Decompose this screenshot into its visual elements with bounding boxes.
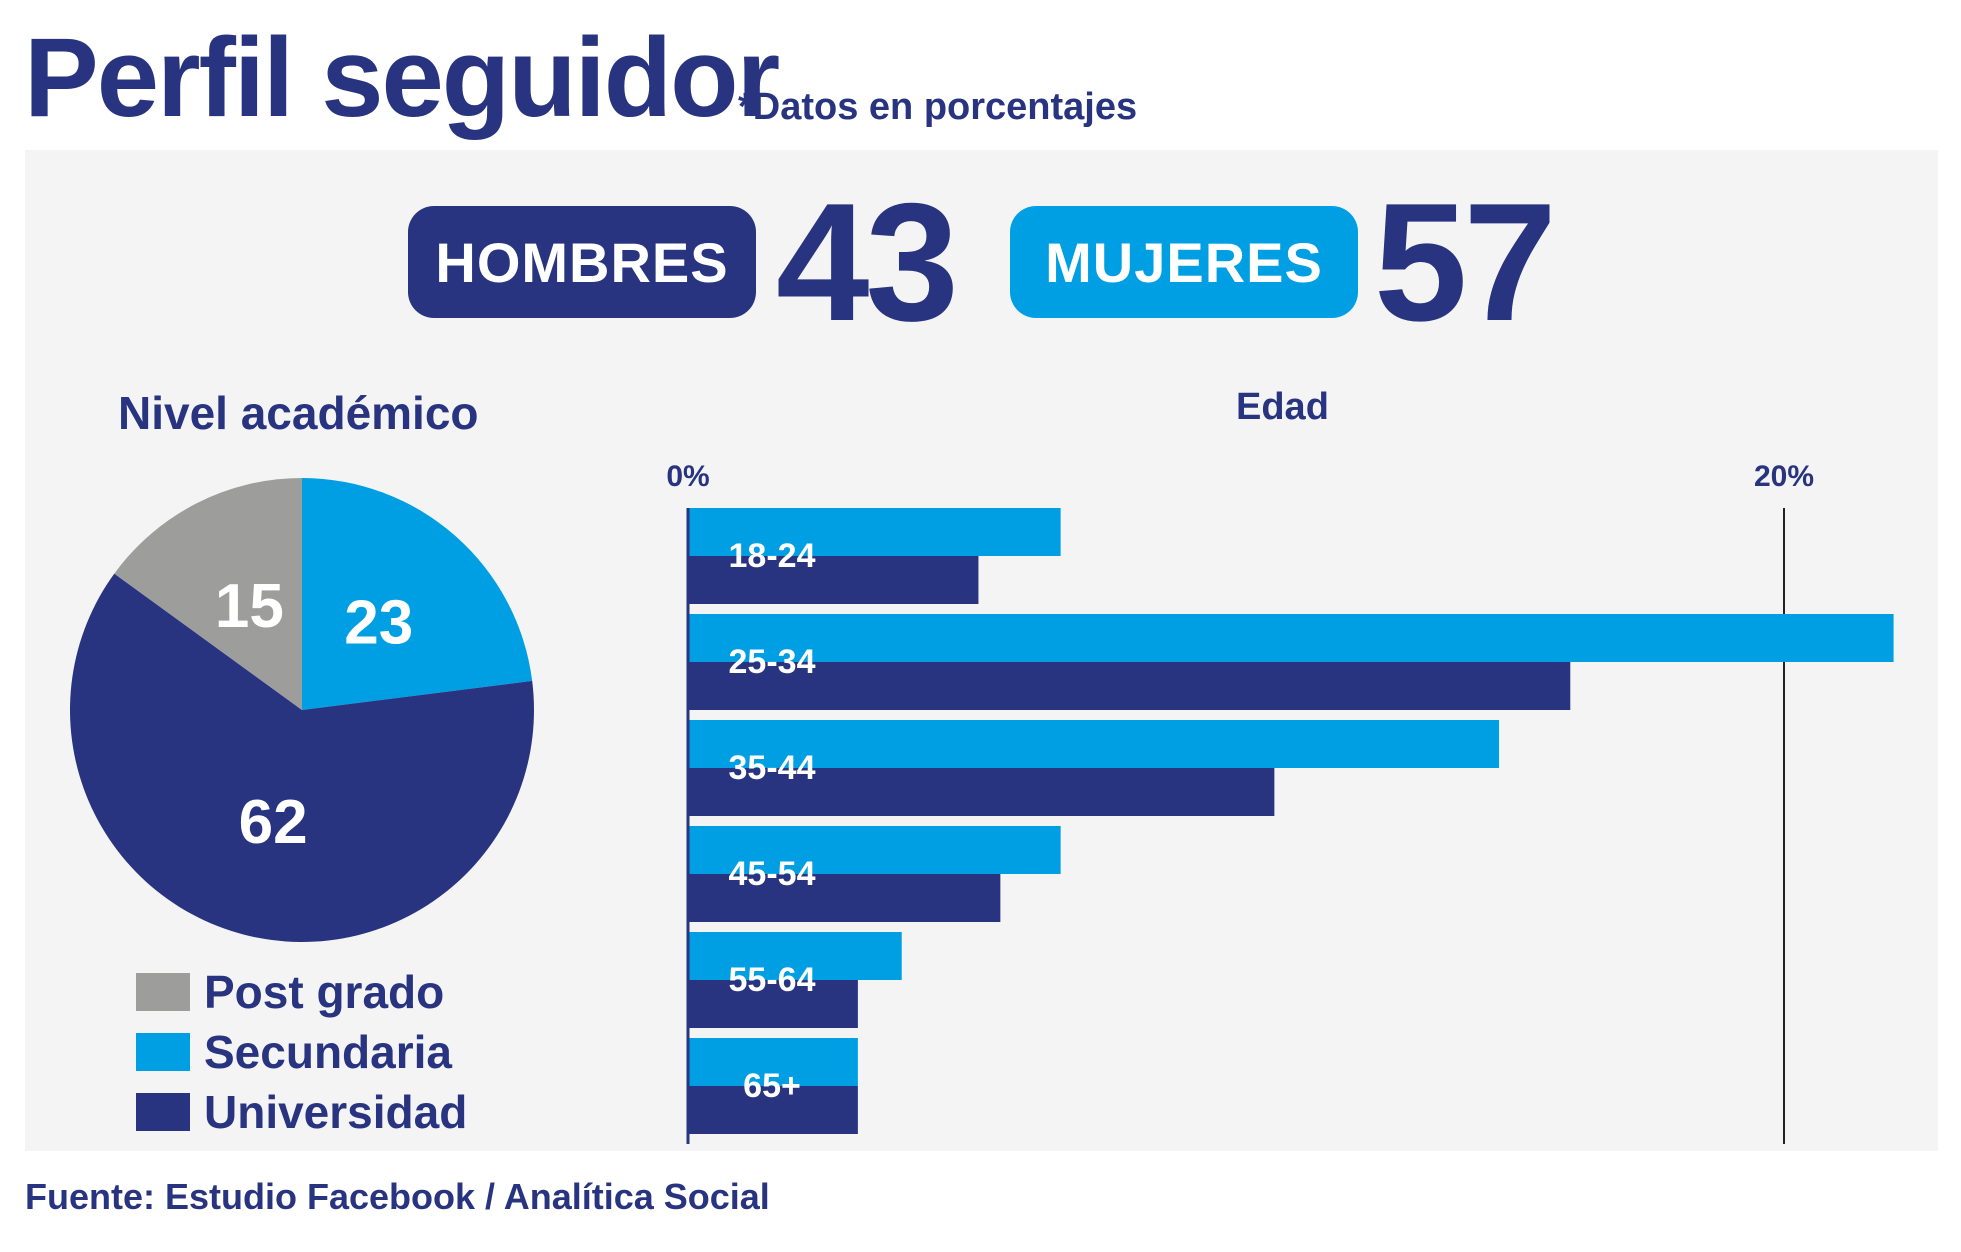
x-tick-label-0: 0% bbox=[666, 460, 709, 493]
bar-25-34-series-1 bbox=[688, 662, 1571, 710]
pie-label-post-grado: 15 bbox=[215, 572, 284, 641]
source-footer: Fuente: Estudio Facebook / Analítica Soc… bbox=[25, 1176, 770, 1217]
legend-label-secundaria: Secundaria bbox=[204, 1026, 452, 1078]
pie-slice-universidad bbox=[70, 573, 535, 942]
bar-55-64-series-1 bbox=[688, 980, 858, 1028]
page-title: Perfil seguidor bbox=[24, 15, 780, 140]
page-subtitle: *Datos en porcentajes bbox=[738, 86, 1138, 128]
legend-label-post-grado: Post grado bbox=[204, 966, 445, 1018]
category-label-18-24: 18-24 bbox=[729, 537, 816, 575]
bar-45-54-series-0 bbox=[688, 826, 1061, 874]
pie-legend: Post grado Secundaria Universidad bbox=[136, 962, 467, 1142]
legend-label-universidad: Universidad bbox=[204, 1086, 468, 1138]
academic-level-pie-chart: 23 62 15 bbox=[70, 478, 535, 942]
women-label-pill: MUJERES bbox=[1010, 206, 1358, 318]
category-label-45-54: 45-54 bbox=[729, 855, 816, 893]
bar-45-54-series-1 bbox=[688, 874, 1001, 922]
bar-55-64-series-0 bbox=[688, 932, 902, 980]
x-tick-label-1: 20% bbox=[1754, 460, 1814, 493]
bar-35-44-series-1 bbox=[688, 768, 1275, 816]
legend-swatch-universidad bbox=[136, 1093, 190, 1131]
legend-swatch-secundaria bbox=[136, 1033, 190, 1071]
pie-slice-post-grado bbox=[114, 478, 302, 710]
age-bar-chart: 0% 20% 18-24 25-34 35-44 45-54 55-64 65+ bbox=[666, 460, 1894, 1144]
legend-swatch-post-grado bbox=[136, 973, 190, 1011]
category-label-35-44: 35-44 bbox=[729, 749, 816, 787]
bar-65-series-0 bbox=[688, 1038, 858, 1086]
pie-slice-secundaria bbox=[302, 478, 533, 710]
bar-18-24-series-0 bbox=[688, 508, 1061, 556]
legend-item-post-grado: Post grado bbox=[136, 962, 467, 1022]
women-percentage: 57 bbox=[1374, 168, 1557, 356]
men-label-pill: HOMBRES bbox=[408, 206, 756, 318]
category-label-25-34: 25-34 bbox=[729, 643, 816, 681]
bar-18-24-series-1 bbox=[688, 556, 979, 604]
category-label-55-64: 55-64 bbox=[729, 961, 816, 999]
bar-65-series-1 bbox=[688, 1086, 858, 1134]
category-label-65: 65+ bbox=[743, 1067, 801, 1105]
pie-label-universidad: 62 bbox=[239, 788, 308, 857]
pie-chart-title: Nivel académico bbox=[118, 387, 479, 439]
bar-25-34-series-0 bbox=[688, 614, 1894, 662]
bar-chart-title: Edad bbox=[1236, 386, 1329, 428]
men-percentage: 43 bbox=[776, 168, 959, 356]
pie-label-secundaria: 23 bbox=[344, 588, 413, 657]
legend-item-universidad: Universidad bbox=[136, 1082, 467, 1142]
legend-item-secundaria: Secundaria bbox=[136, 1022, 467, 1082]
bar-35-44-series-0 bbox=[688, 720, 1500, 768]
